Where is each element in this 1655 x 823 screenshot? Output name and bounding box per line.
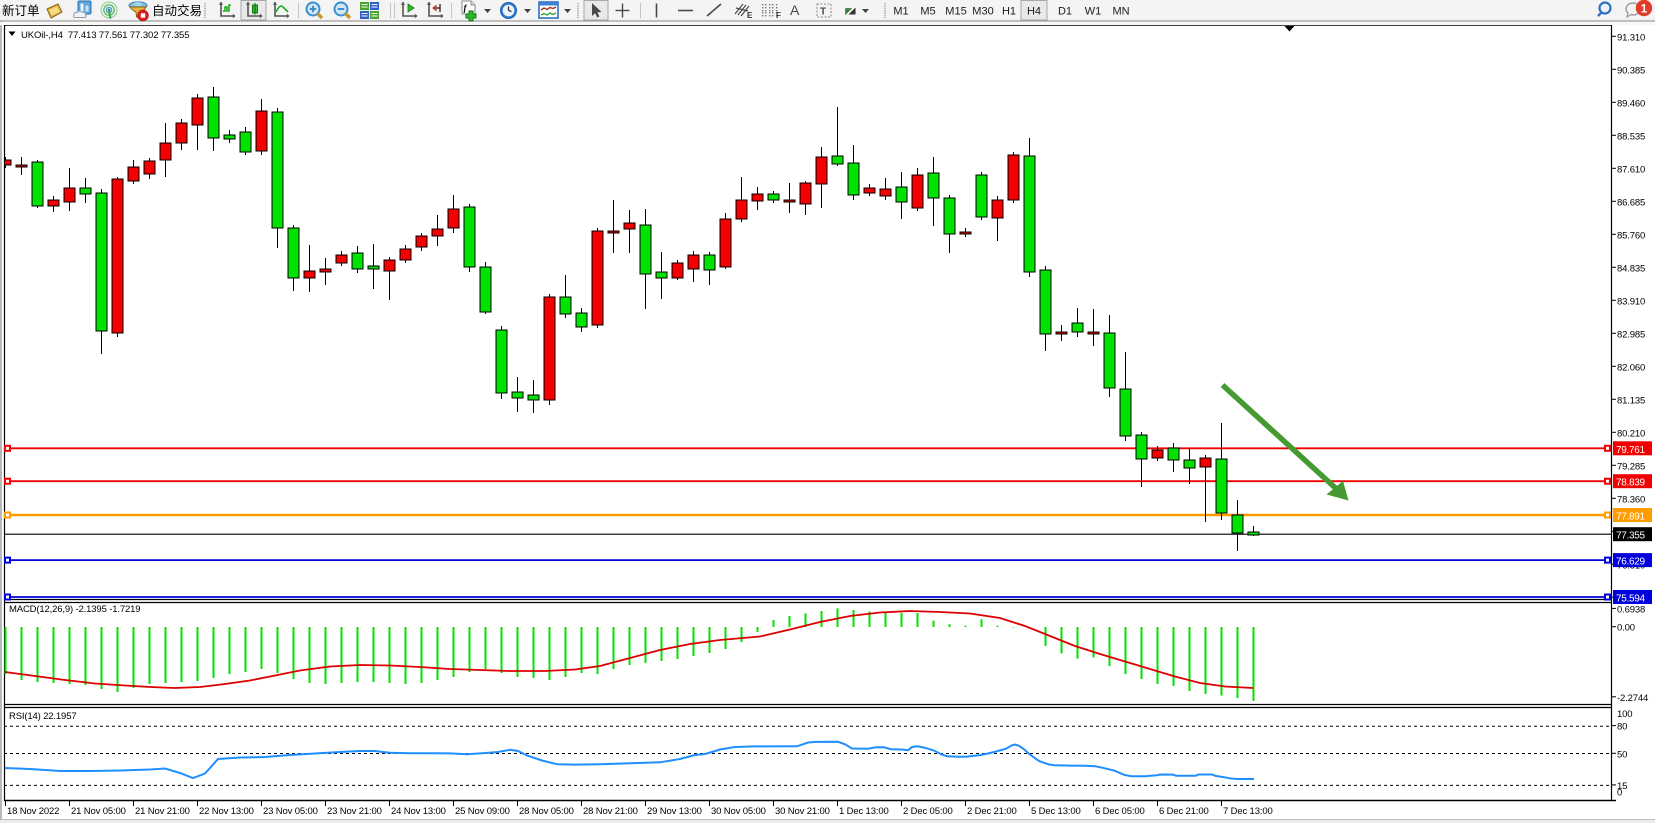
svg-text:E: E: [747, 11, 753, 20]
svg-text:RSI(14) 22.1957: RSI(14) 22.1957: [9, 711, 76, 722]
svg-text:6 Dec 05:00: 6 Dec 05:00: [1095, 806, 1145, 817]
svg-text:28 Nov 21:00: 28 Nov 21:00: [583, 806, 638, 817]
svg-text:新订单: 新订单: [2, 3, 40, 18]
svg-text:18 Nov 2022: 18 Nov 2022: [7, 806, 59, 817]
svg-text:82.985: 82.985: [1617, 329, 1645, 340]
svg-text:25 Nov 09:00: 25 Nov 09:00: [455, 806, 510, 817]
svg-text:21 Nov 21:00: 21 Nov 21:00: [135, 806, 190, 817]
svg-text:24 Nov 13:00: 24 Nov 13:00: [391, 806, 446, 817]
svg-text:79.285: 79.285: [1617, 461, 1645, 472]
svg-text:22 Nov 13:00: 22 Nov 13:00: [199, 806, 254, 817]
svg-text:82.060: 82.060: [1617, 362, 1645, 373]
svg-text:21 Nov 05:00: 21 Nov 05:00: [71, 806, 126, 817]
svg-text:75.594: 75.594: [1616, 594, 1646, 605]
svg-text:30 Nov 21:00: 30 Nov 21:00: [775, 806, 830, 817]
svg-text:2 Dec 05:00: 2 Dec 05:00: [903, 806, 953, 817]
svg-text:A: A: [790, 2, 800, 18]
svg-text:UKOil-,H4 77.413 77.561 77.30: UKOil-,H4 77.413 77.561 77.302 77.355: [21, 30, 189, 41]
svg-text:2 Dec 21:00: 2 Dec 21:00: [967, 806, 1017, 817]
svg-text:29 Nov 13:00: 29 Nov 13:00: [647, 806, 702, 817]
svg-text:86.685: 86.685: [1617, 197, 1645, 208]
svg-text:D1: D1: [1058, 6, 1072, 18]
svg-text:M1: M1: [893, 6, 908, 18]
svg-text:23 Nov 21:00: 23 Nov 21:00: [327, 806, 382, 817]
svg-text:15: 15: [1617, 781, 1627, 792]
svg-text:0.6938: 0.6938: [1617, 604, 1645, 615]
svg-text:84.835: 84.835: [1617, 263, 1645, 274]
svg-text:28 Nov 05:00: 28 Nov 05:00: [519, 806, 574, 817]
svg-text:76.629: 76.629: [1616, 557, 1646, 568]
svg-text:79.761: 79.761: [1616, 445, 1646, 456]
svg-text:MACD(12,26,9) -2.1395 -1.7219: MACD(12,26,9) -2.1395 -1.7219: [9, 604, 140, 615]
svg-text:80: 80: [1617, 722, 1627, 733]
svg-text:89.460: 89.460: [1617, 98, 1645, 109]
svg-text:100: 100: [1617, 709, 1632, 720]
svg-text:83.910: 83.910: [1617, 296, 1645, 307]
svg-text:F: F: [776, 11, 781, 20]
svg-text:77.355: 77.355: [1616, 531, 1646, 542]
svg-text:77.891: 77.891: [1616, 512, 1646, 523]
svg-text:H4: H4: [1027, 6, 1041, 18]
svg-text:自动交易: 自动交易: [152, 3, 202, 18]
svg-text:90.385: 90.385: [1617, 65, 1645, 76]
svg-text:0.00: 0.00: [1617, 623, 1635, 634]
svg-text:T: T: [820, 7, 826, 18]
svg-text:5 Dec 13:00: 5 Dec 13:00: [1031, 806, 1081, 817]
svg-text:6 Dec 21:00: 6 Dec 21:00: [1159, 806, 1209, 817]
svg-text:1 Dec 13:00: 1 Dec 13:00: [839, 806, 889, 817]
svg-text:85.760: 85.760: [1617, 230, 1645, 241]
svg-text:50: 50: [1617, 749, 1627, 760]
svg-text:MN: MN: [1112, 6, 1129, 18]
svg-text:f: f: [464, 3, 468, 13]
svg-text:30 Nov 05:00: 30 Nov 05:00: [711, 806, 766, 817]
svg-text:7 Dec 13:00: 7 Dec 13:00: [1223, 806, 1273, 817]
svg-text:W1: W1: [1085, 6, 1102, 18]
svg-text:91.310: 91.310: [1617, 32, 1645, 43]
svg-text:-2.2744: -2.2744: [1617, 693, 1648, 704]
svg-text:H1: H1: [1002, 6, 1016, 18]
svg-text:78.839: 78.839: [1616, 478, 1646, 489]
svg-text:M15: M15: [945, 6, 966, 18]
svg-text:81.135: 81.135: [1617, 395, 1645, 406]
svg-text:1: 1: [1641, 2, 1648, 16]
svg-text:0: 0: [1617, 787, 1622, 798]
svg-text:87.610: 87.610: [1617, 164, 1645, 175]
svg-text:M30: M30: [972, 6, 993, 18]
svg-text:23 Nov 05:00: 23 Nov 05:00: [263, 806, 318, 817]
svg-text:M5: M5: [920, 6, 935, 18]
svg-text:80.210: 80.210: [1617, 428, 1645, 439]
svg-text:78.360: 78.360: [1617, 494, 1645, 505]
svg-text:88.535: 88.535: [1617, 131, 1645, 142]
